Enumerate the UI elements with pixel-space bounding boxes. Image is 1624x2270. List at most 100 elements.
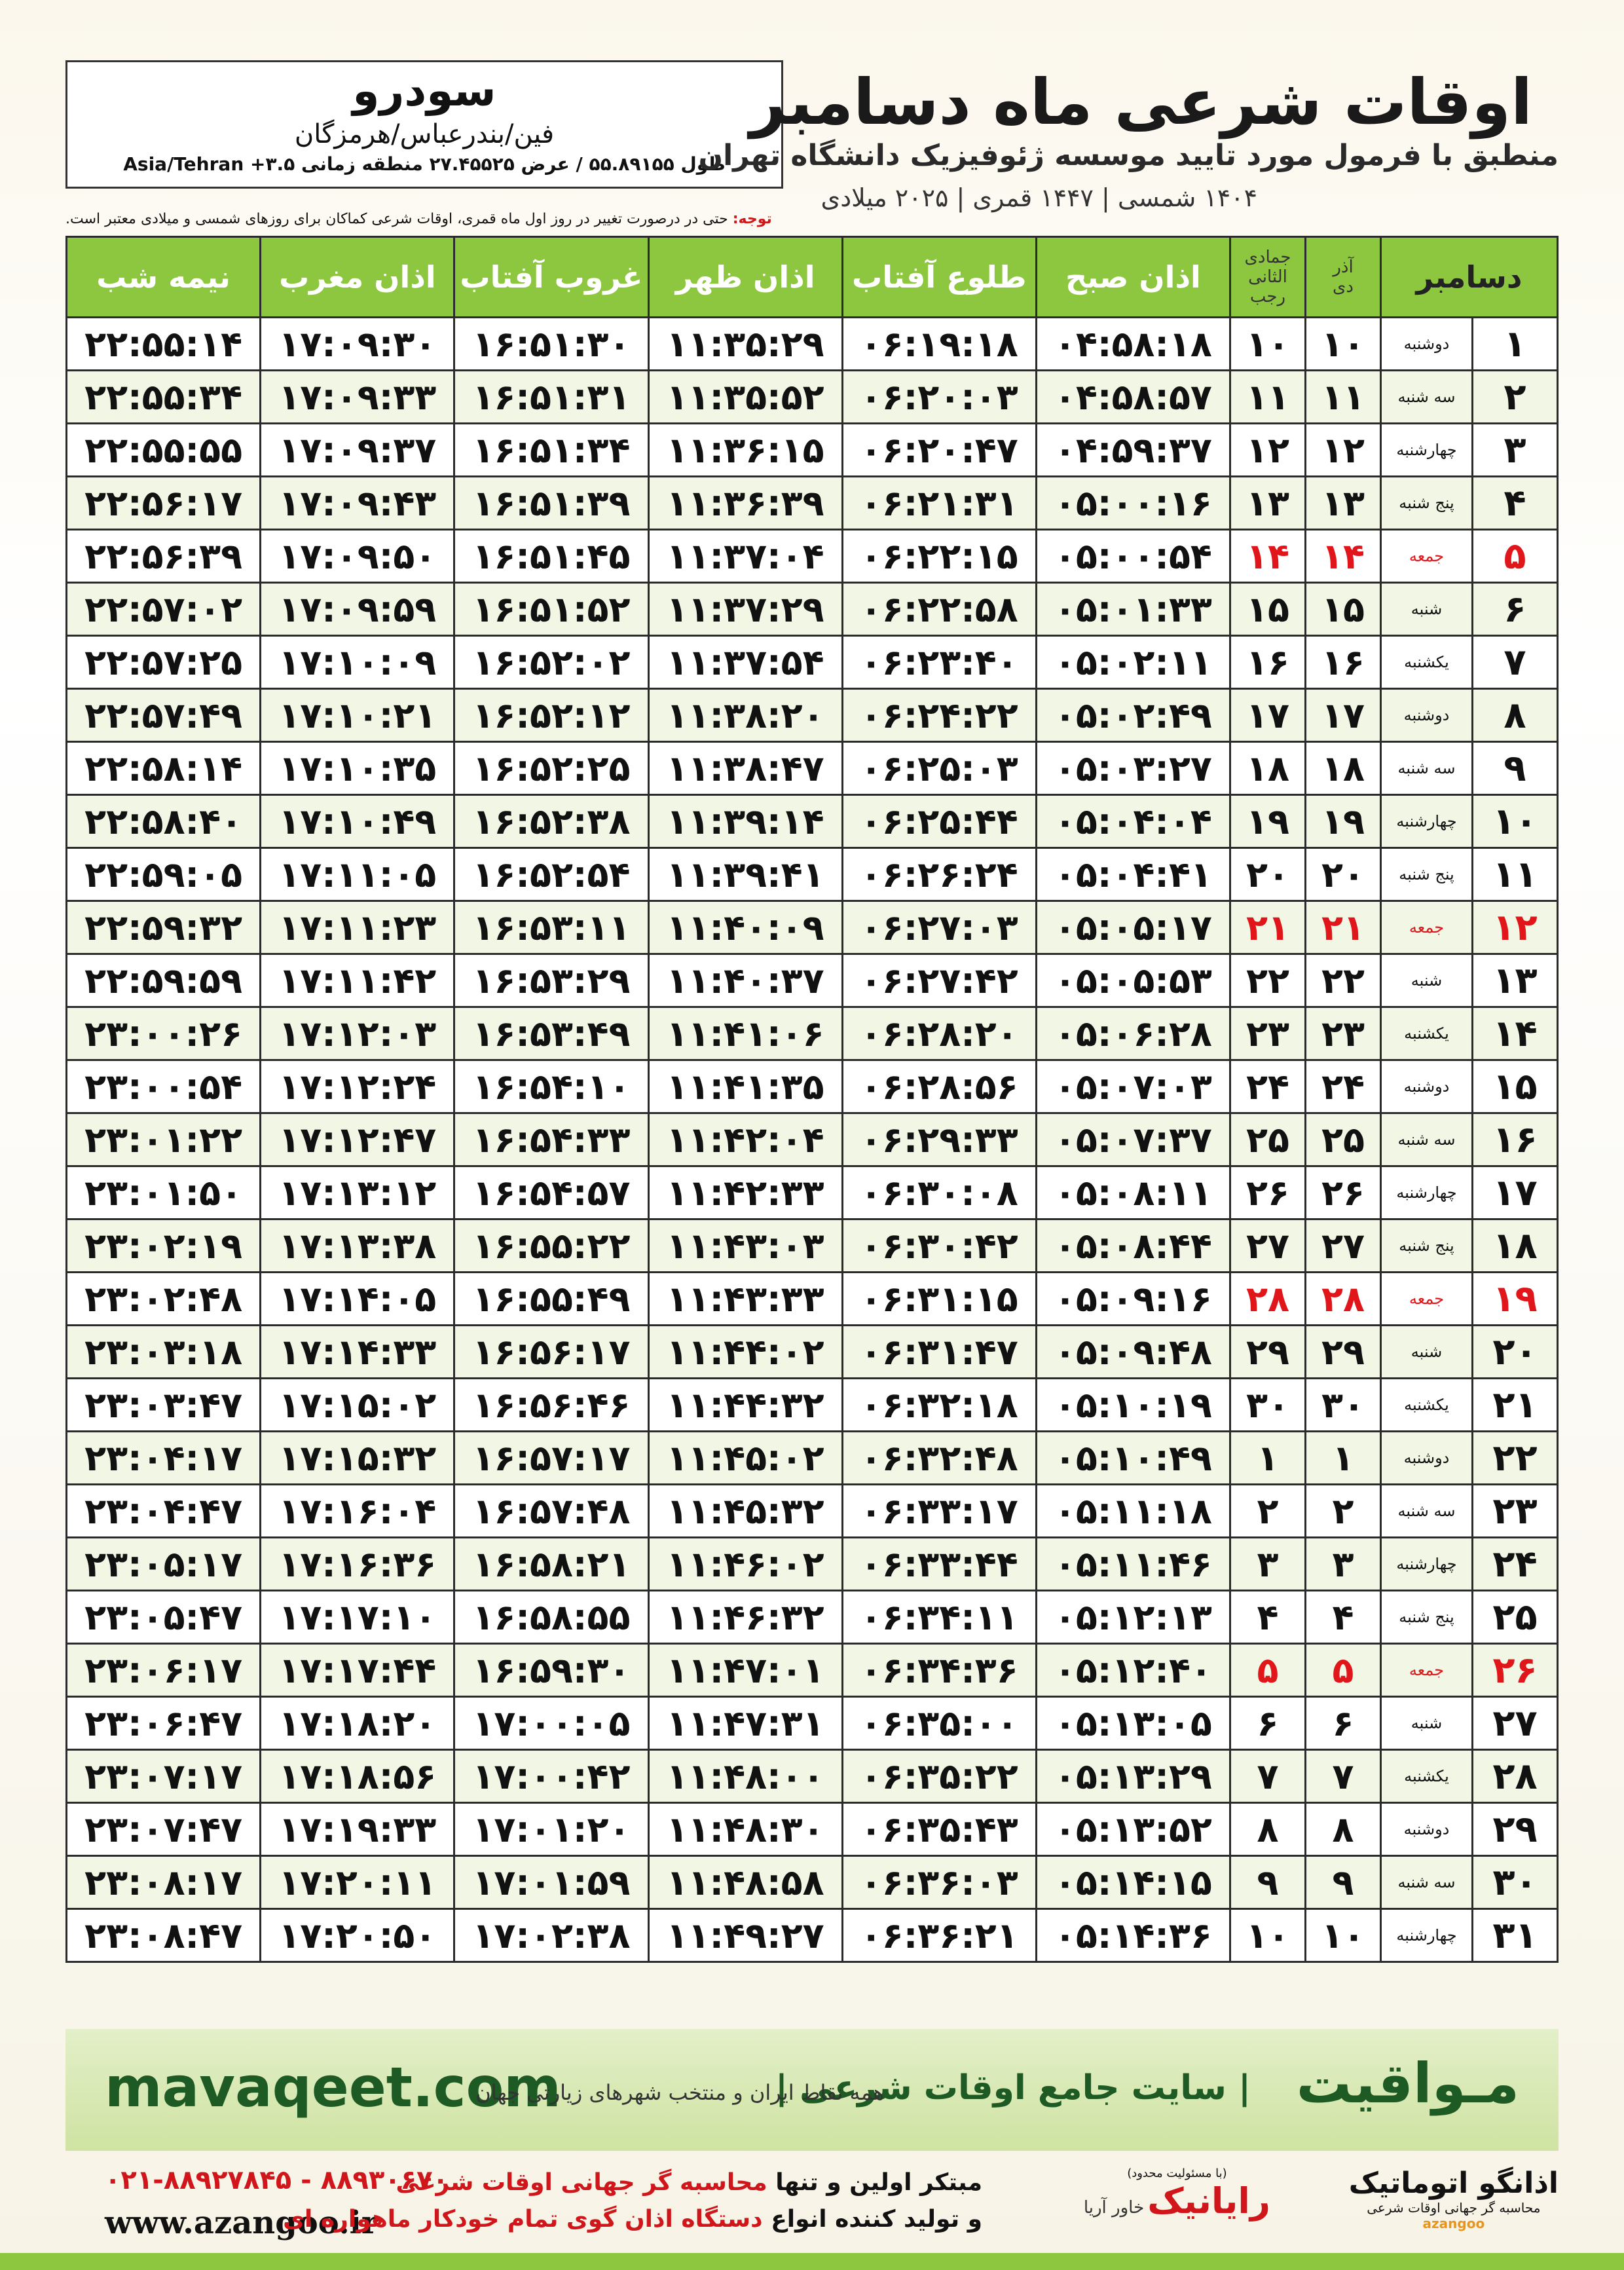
time-cell: ۰۶:۳۶:۰۳ (841, 1855, 1037, 1910)
time-cell: ۰۵:۱۴:۳۶ (1035, 1908, 1232, 1963)
time-cell: ۰۵:۰۷:۳۷ (1035, 1112, 1232, 1167)
table-cell: ۲۰ (1229, 847, 1306, 902)
time-cell: ۱۶:۵۲:۱۲ (453, 688, 650, 743)
time-text: ۲۳:۰۷:۱۷ (84, 1755, 243, 1797)
table-row: ۱۷ چهارشنبه ۲۶ ۲۶ ۰۵:۰۸:۱۱ ۰۶:۳۰:۰۸ ۱۱:۴۲:۳۳ ۱۶… (65, 1165, 1559, 1220)
table-cell: ۲۶ (1229, 1165, 1306, 1220)
time-cell: ۲۲:۵۶:۱۷ (65, 475, 262, 530)
time-cell: ۲۳:۰۰:۲۶ (65, 1006, 262, 1061)
time-cell: ۱۶:۵۵:۲۲ (453, 1218, 650, 1273)
time-text: ۱۷:۰۰:۴۲ (472, 1755, 631, 1797)
time-text: ۱۱:۳۵:۵۲ (666, 376, 824, 418)
table-cell: ۱۹ (1471, 1271, 1559, 1326)
time-text: ۱۱:۴۸:۳۰ (666, 1808, 824, 1850)
table-cell: ۲۱ (1304, 900, 1382, 955)
table-cell: ۱۲ (1471, 900, 1559, 955)
time-text: ۰۵:۰۲:۱۱ (1054, 641, 1212, 683)
table-cell: ۲۱ (1471, 1377, 1559, 1432)
time-cell: ۰۵:۰۴:۰۴ (1035, 794, 1232, 849)
time-cell: ۰۵:۰۴:۴۱ (1035, 847, 1232, 902)
time-cell: ۱۶:۵۳:۲۹ (453, 953, 650, 1008)
time-text: ۰۵:۱۱:۱۸ (1054, 1490, 1212, 1532)
time-cell: ۱۶:۵۱:۴۵ (453, 529, 650, 584)
site-url[interactable]: mavaqeet.com (105, 2055, 561, 2119)
time-cell: ۰۵:۰۰:۱۶ (1035, 475, 1232, 530)
table-cell: ۱ (1229, 1430, 1306, 1485)
time-cell: ۰۵:۱۱:۴۶ (1035, 1536, 1232, 1591)
city-coords: طول ۵۵.۸۹۱۵۵ / عرض ۲۷.۴۵۵۲۵ منطقه زمانی … (123, 153, 726, 175)
time-text: ۱۱:۴۶:۰۲ (666, 1543, 824, 1585)
table-cell: ۴ (1471, 475, 1559, 530)
table-cell: ۲۷ (1229, 1218, 1306, 1273)
table-cell: ۱۱ (1304, 369, 1382, 424)
time-cell: ۱۷:۱۰:۳۵ (259, 741, 456, 796)
table-cell: پنج شنبه (1380, 475, 1473, 530)
table-cell: ۵ (1471, 529, 1559, 584)
time-cell: ۱۷:۱۵:۰۲ (259, 1377, 456, 1432)
time-text: ۱۷:۱۰:۴۹ (278, 800, 437, 842)
table-row: ۱۵ دوشنبه ۲۴ ۲۴ ۰۵:۰۷:۰۳ ۰۶:۲۸:۵۶ ۱۱:۴۱:۳۵ ۱۶:۵… (65, 1059, 1559, 1114)
time-text: ۰۶:۲۰:۴۷ (860, 429, 1018, 471)
table-cell: چهارشنبه (1380, 422, 1473, 477)
time-text: ۱۷:۱۵:۳۲ (278, 1437, 437, 1479)
phone: ۰۲۱-۸۸۹۲۷۸۴۵ - ۸۸۹۳۰۶۷۰ (105, 2165, 449, 2195)
time-cell: ۰۶:۳۲:۱۸ (841, 1377, 1037, 1432)
time-text: ۰۴:۵۸:۱۸ (1054, 323, 1212, 365)
table-cell: شنبه (1380, 953, 1473, 1008)
time-text: ۰۶:۲۴:۲۲ (860, 694, 1018, 736)
header-row: دسامبر آذر دی جمادی الثانی رجب اذان صبح طلو… (65, 236, 1559, 318)
table-cell: شنبه (1380, 582, 1473, 637)
table-cell: ۳۰ (1304, 1377, 1382, 1432)
time-cell: ۱۶:۵۱:۳۹ (453, 475, 650, 530)
logo-name: رایانیک (1147, 2180, 1270, 2222)
time-cell: ۱۱:۳۸:۲۰ (647, 688, 843, 743)
table-cell: ۲۶ (1471, 1643, 1559, 1698)
logo-en: azangoo (1422, 2216, 1485, 2231)
time-cell: ۱۱:۴۳:۳۳ (647, 1271, 843, 1326)
table-header: دسامبر آذر دی جمادی الثانی رجب اذان صبح طلو… (65, 236, 1559, 318)
time-text: ۰۵:۱۲:۱۳ (1054, 1596, 1212, 1638)
time-cell: ۱۱:۳۹:۴۱ (647, 847, 843, 902)
time-text: ۰۵:۰۸:۱۱ (1054, 1172, 1212, 1214)
table-cell: ۱۷ (1229, 688, 1306, 743)
table-cell: ۱۳ (1471, 953, 1559, 1008)
time-text: ۰۵:۱۳:۵۲ (1054, 1808, 1212, 1850)
table-cell: ۲۴ (1229, 1059, 1306, 1114)
time-text: ۰۵:۰۱:۳۳ (1054, 588, 1212, 630)
time-text: ۱۷:۱۱:۲۳ (278, 906, 437, 948)
time-text: ۱۱:۳۶:۳۹ (666, 482, 824, 524)
time-text: ۰۶:۳۴:۱۱ (860, 1596, 1018, 1638)
time-text: ۲۳:۰۱:۵۰ (84, 1172, 243, 1214)
table-cell: ۲۲ (1471, 1430, 1559, 1485)
table-row: ۳ چهارشنبه ۱۲ ۱۲ ۰۴:۵۹:۳۷ ۰۶:۲۰:۴۷ ۱۱:۳۶:۱۵ ۱۶:… (65, 422, 1559, 477)
time-text: ۱۶:۵۵:۴۹ (472, 1278, 631, 1320)
time-text: ۱۱:۳۸:۴۷ (666, 747, 824, 789)
time-text: ۱۶:۵۲:۲۵ (472, 747, 631, 789)
time-cell: ۱۶:۵۱:۳۱ (453, 369, 650, 424)
time-text: ۲۲:۵۷:۰۲ (84, 588, 243, 630)
time-text: ۰۵:۰۶:۲۸ (1054, 1013, 1212, 1054)
time-cell: ۱۷:۱۷:۴۴ (259, 1643, 456, 1698)
table-row: ۲ سه شنبه ۱۱ ۱۱ ۰۴:۵۸:۵۷ ۰۶:۲۰:۰۳ ۱۱:۳۵:۵۲ ۱۶:۵… (65, 369, 1559, 424)
time-cell: ۲۲:۵۹:۳۲ (65, 900, 262, 955)
description: و تولید کننده انواع دستگاه اذان گوی تمام… (283, 2206, 982, 2233)
website[interactable]: www.azangoo.ir (105, 2205, 378, 2241)
time-text: ۱۱:۴۲:۳۳ (666, 1172, 824, 1214)
time-text: ۱۱:۴۴:۰۲ (666, 1331, 824, 1373)
time-text: ۰۶:۳۳:۱۷ (860, 1490, 1018, 1532)
time-cell: ۲۲:۵۷:۲۵ (65, 635, 262, 690)
note-label: توجه: (732, 211, 772, 227)
table-cell: یکشنبه (1380, 1377, 1473, 1432)
time-cell: ۰۵:۱۴:۱۵ (1035, 1855, 1232, 1910)
table-cell: شنبه (1380, 1324, 1473, 1379)
time-text: ۲۳:۰۸:۴۷ (84, 1914, 243, 1956)
table-cell: سه شنبه (1380, 741, 1473, 796)
table-cell: چهارشنبه (1380, 1536, 1473, 1591)
table-cell: ۱۸ (1471, 1218, 1559, 1273)
time-cell: ۲۲:۵۵:۱۴ (65, 316, 262, 371)
time-cell: ۱۱:۴۵:۳۲ (647, 1483, 843, 1538)
table-cell: ۷ (1471, 635, 1559, 690)
time-cell: ۲۳:۰۷:۴۷ (65, 1802, 262, 1857)
time-text: ۱۷:۲۰:۱۱ (278, 1861, 437, 1903)
time-cell: ۲۳:۰۴:۴۷ (65, 1483, 262, 1538)
